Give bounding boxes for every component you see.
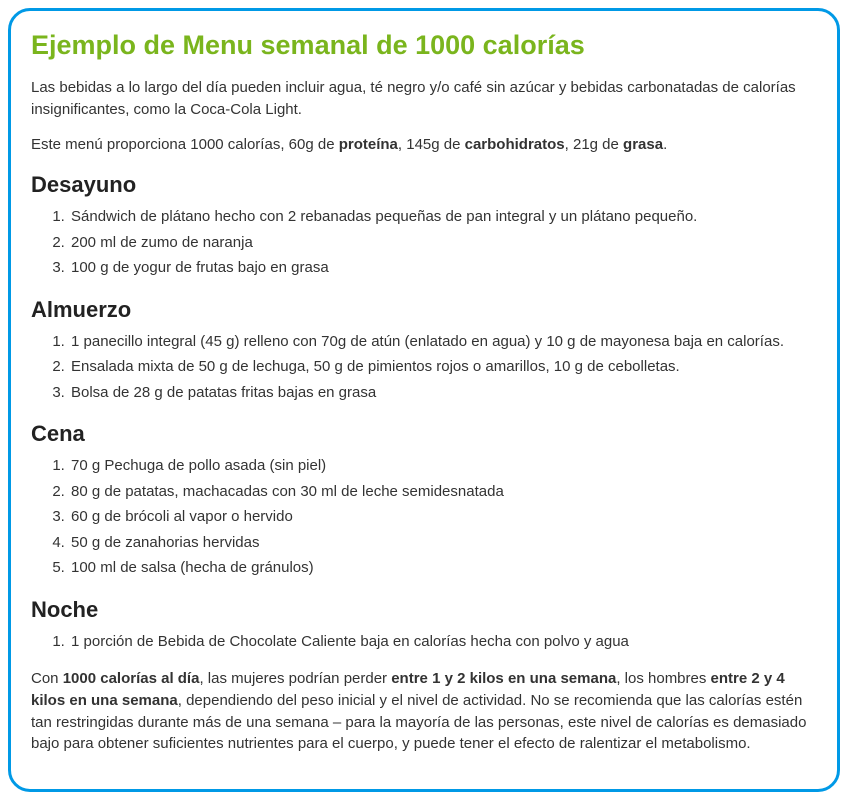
bold-women-loss: entre 1 y 2 kilos en una semana [391,670,616,687]
section-heading: Desayuno [31,172,817,198]
section-list: 1 porción de Bebida de Chocolate Calient… [31,629,817,655]
text: , las mujeres podrían perder [199,670,391,687]
list-item: 70 g Pechuga de pollo asada (sin piel) [69,453,817,479]
text: Este menú proporciona 1000 calorías, 60g… [31,136,339,153]
text: , los hombres [616,670,710,687]
list-item: 60 g de brócoli al vapor o hervido [69,504,817,530]
bold-fat: grasa [623,136,663,153]
text: , 145g de [398,136,465,153]
list-item: Bolsa de 28 g de patatas fritas bajas en… [69,380,817,406]
meal-sections: Desayuno Sándwich de plátano hecho con 2 … [31,172,817,654]
section-heading: Almuerzo [31,297,817,323]
closing-paragraph: Con 1000 calorías al día, las mujeres po… [31,668,817,755]
bold-protein: proteína [339,136,398,153]
list-item: Ensalada mixta de 50 g de lechuga, 50 g … [69,354,817,380]
intro-paragraph-1: Las bebidas a lo largo del día pueden in… [31,77,817,121]
list-item: 1 porción de Bebida de Chocolate Calient… [69,629,817,655]
intro-paragraph-2: Este menú proporciona 1000 calorías, 60g… [31,134,817,156]
section-list: Sándwich de plátano hecho con 2 rebanada… [31,204,817,281]
menu-card: Ejemplo de Menu semanal de 1000 calorías… [8,8,840,792]
text: . [663,136,667,153]
list-item: 100 g de yogur de frutas bajo en grasa [69,255,817,281]
list-item: 1 panecillo integral (45 g) relleno con … [69,329,817,355]
section-list: 1 panecillo integral (45 g) relleno con … [31,329,817,406]
text: Con [31,670,63,687]
section-heading: Cena [31,421,817,447]
bold-cals-per-day: 1000 calorías al día [63,670,200,687]
section-heading: Noche [31,597,817,623]
text: , 21g de [565,136,623,153]
bold-carbs: carbohidratos [465,136,565,153]
section-list: 70 g Pechuga de pollo asada (sin piel)80… [31,453,817,581]
list-item: 50 g de zanahorias hervidas [69,530,817,556]
list-item: 80 g de patatas, machacadas con 30 ml de… [69,479,817,505]
list-item: Sándwich de plátano hecho con 2 rebanada… [69,204,817,230]
list-item: 200 ml de zumo de naranja [69,230,817,256]
list-item: 100 ml de salsa (hecha de gránulos) [69,555,817,581]
page-title: Ejemplo de Menu semanal de 1000 calorías [31,29,817,63]
